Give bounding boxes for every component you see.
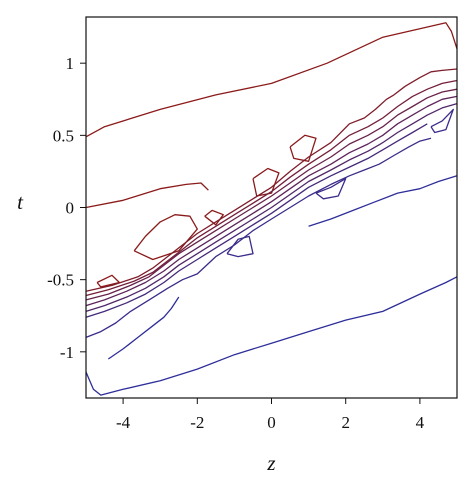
contour-line-5 — [252, 167, 280, 197]
contour-line-14 — [85, 137, 432, 339]
contour-line-19 — [308, 175, 458, 227]
contour-line-3 — [133, 214, 198, 261]
y-tick-label: -0.5 — [47, 271, 74, 290]
contour-line-18 — [107, 296, 180, 360]
contour-line-20 — [85, 276, 458, 396]
x-tick-label: 0 — [267, 413, 276, 432]
contour-line-4 — [204, 209, 224, 226]
contour-line-13 — [85, 123, 428, 318]
contour-line-11 — [85, 95, 458, 307]
x-tick-label: 4 — [416, 413, 425, 432]
contour-line-17 — [430, 108, 454, 134]
contour-line-15 — [226, 235, 254, 258]
x-tick-label: -2 — [190, 413, 204, 432]
x-tick-label: 2 — [341, 413, 350, 432]
x-tick-label: -4 — [116, 413, 131, 432]
contour-line-8 — [85, 68, 458, 292]
y-tick-label: 0 — [66, 199, 75, 218]
y-tick-label: -1 — [60, 343, 74, 362]
y-tick-label: 1 — [66, 54, 75, 73]
contour-line-6 — [289, 134, 317, 162]
x-axis-title: z — [266, 451, 275, 475]
contour-line-16 — [315, 177, 347, 200]
y-tick-label: 0.5 — [53, 126, 74, 145]
contour-line-1 — [85, 22, 458, 138]
contour-layer — [85, 22, 458, 396]
contour-line-9 — [85, 79, 458, 297]
contour-line-10 — [85, 88, 458, 301]
tick-layer: -4 -2 0 2 4 1 0.5 0 -0.5 -1 — [47, 54, 425, 432]
y-axis-title: t — [17, 190, 24, 214]
contour-line-12 — [85, 102, 458, 313]
contour-line-2 — [85, 182, 209, 209]
